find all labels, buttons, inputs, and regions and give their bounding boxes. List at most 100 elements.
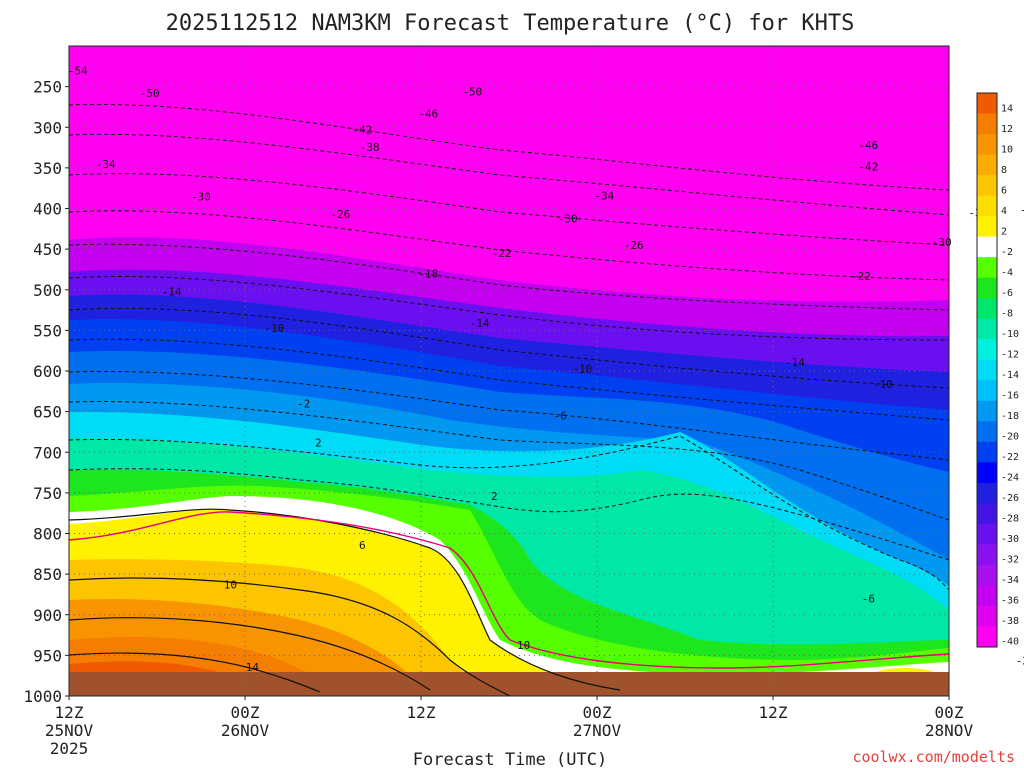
legend-label: 12 <box>1001 124 1013 135</box>
legend-swatch <box>977 421 997 443</box>
contour-label: -30 <box>932 236 952 249</box>
y-tick-label: 550 <box>33 321 62 340</box>
legend-label: -22 <box>1001 452 1019 463</box>
y-tick-label: 900 <box>33 606 62 625</box>
legend-frame <box>976 92 998 648</box>
contour-label: -50 <box>462 86 482 99</box>
x-tick-label: 00Z <box>935 703 964 722</box>
legend-swatch <box>977 585 997 607</box>
contour-label: -6 <box>554 410 567 423</box>
contour-label: -18 <box>418 268 438 281</box>
x-tick-label: 26NOV <box>221 721 270 740</box>
legend-swatch <box>977 195 997 217</box>
legend-swatch <box>977 257 997 279</box>
contour-label: -30 <box>191 190 211 203</box>
contour-label: -6 <box>862 593 875 606</box>
legend-label: -38 <box>1001 616 1019 627</box>
legend-swatch <box>977 564 997 586</box>
contour-line <box>68 338 950 421</box>
contour-label: 10 <box>517 639 530 652</box>
contour-label: -42 <box>858 160 878 173</box>
y-tick-label: 450 <box>33 240 62 259</box>
x-tick-label: 27NOV <box>573 721 622 740</box>
legend-swatch <box>977 503 997 525</box>
y-tick-label: 750 <box>33 484 62 503</box>
contour-label: -54 <box>68 64 88 77</box>
legend-label: -24 <box>1001 473 1019 484</box>
legend-swatch <box>977 298 997 320</box>
contour-line <box>68 210 950 281</box>
contour-line <box>68 275 950 341</box>
legend-label: -34 <box>1001 575 1019 586</box>
credit-text: coolwx.com/modelts <box>852 748 1015 766</box>
legend-label: 2 <box>1001 226 1007 237</box>
legend-label: -32 <box>1001 555 1019 566</box>
zero-degree-contour <box>68 511 950 669</box>
contour-label: -22 <box>492 247 512 260</box>
legend-swatch <box>977 626 997 648</box>
legend-label: -28 <box>1001 514 1019 525</box>
y-tick-label: 600 <box>33 362 62 381</box>
contour-label: -26 <box>624 239 644 252</box>
legend-label: -26 <box>1001 493 1019 504</box>
legend-swatch <box>977 93 997 115</box>
legend-swatch <box>977 400 997 422</box>
contour-label: -38 <box>1020 203 1024 216</box>
contour-line <box>68 508 621 691</box>
contour-label: -22 <box>851 270 871 283</box>
legend-swatch <box>977 318 997 340</box>
contour-label: -26 <box>330 208 350 221</box>
x-tick-label: 12Z <box>55 703 84 722</box>
legend-label: 10 <box>1001 144 1013 155</box>
legend-swatch <box>977 605 997 627</box>
legend-label: 6 <box>1001 185 1007 196</box>
legend-label: -30 <box>1001 534 1019 545</box>
x-tick-label: 12Z <box>759 703 788 722</box>
contour-label: -34 <box>96 158 116 171</box>
y-tick-label: 300 <box>33 118 62 137</box>
contour-label: -38 <box>360 141 380 154</box>
legend-swatch <box>977 277 997 299</box>
y-tick-label: 950 <box>33 646 62 665</box>
legend-swatch <box>977 113 997 135</box>
y-tick-label: 800 <box>33 525 62 544</box>
contour-lines <box>68 103 950 591</box>
contour-line <box>68 401 950 521</box>
contour-label: -14 <box>470 317 490 330</box>
legend-label: -40 <box>1001 637 1019 648</box>
contour-line <box>68 173 950 246</box>
legend-label: -2 <box>1001 247 1013 258</box>
contour-line <box>68 577 511 697</box>
plot-area <box>69 46 949 696</box>
ground-strip <box>69 672 949 696</box>
contour-line <box>68 103 950 191</box>
y-tick-label: 500 <box>33 281 62 300</box>
legend-swatch <box>977 482 997 504</box>
legend-label: 4 <box>1001 206 1007 217</box>
legend-label: -16 <box>1001 391 1019 402</box>
legend-swatch <box>977 175 997 197</box>
contour-line <box>68 652 321 693</box>
contour-line <box>68 307 950 389</box>
legend-label: 14 <box>1001 103 1013 114</box>
legend-label: 8 <box>1001 165 1007 176</box>
legend-swatch <box>977 339 997 361</box>
y-tick-label: 250 <box>33 78 62 97</box>
contour-label: -46 <box>858 139 878 152</box>
legend-swatch <box>977 154 997 176</box>
contour-label: -42 <box>352 124 372 137</box>
y-tick-label: 400 <box>33 200 62 219</box>
legend-label: -14 <box>1001 370 1019 381</box>
contour-label: -34 <box>594 190 614 203</box>
contour-line <box>68 617 431 691</box>
contour-label: 14 <box>246 661 260 674</box>
freezing-line <box>68 511 950 669</box>
legend-label: -8 <box>1001 308 1013 319</box>
y-axis: 250 300 350 400 450 500 550 600 650 700 750 800 850 9… <box>23 78 69 706</box>
contour-label: 6 <box>359 539 366 552</box>
y-tick-label: 850 <box>33 565 62 584</box>
contour-line <box>68 435 950 591</box>
legend-swatch <box>977 544 997 566</box>
